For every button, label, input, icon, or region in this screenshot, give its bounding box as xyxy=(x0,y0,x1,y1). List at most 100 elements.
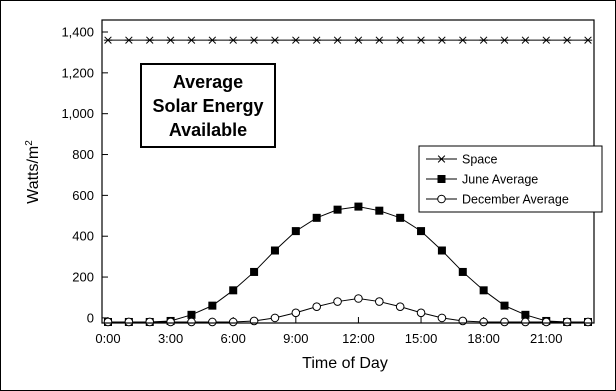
y-tick-label: 200 xyxy=(72,270,94,285)
y-axis-title: Watts/m2 xyxy=(24,140,42,204)
series-june-average xyxy=(104,202,592,326)
star-marker xyxy=(395,36,405,44)
title-line-3: Available xyxy=(169,120,247,140)
x-tick-label: 6:00 xyxy=(221,331,246,346)
star-marker xyxy=(249,36,259,44)
star-marker xyxy=(479,36,488,44)
square-marker xyxy=(187,310,196,319)
title-line-2: Solar Energy xyxy=(152,96,263,116)
star-marker xyxy=(333,36,342,44)
legend-entry: December Average xyxy=(426,193,569,207)
chart-title: Average Solar Energy Available xyxy=(140,63,276,148)
star-marker xyxy=(437,36,447,44)
star-marker xyxy=(416,36,426,44)
star-marker xyxy=(562,36,572,44)
legend-entry: Space xyxy=(426,153,497,167)
y-tick-label: 400 xyxy=(72,229,94,244)
legend-label: December Average xyxy=(462,193,569,207)
circle-marker xyxy=(416,308,426,318)
circle-marker xyxy=(208,317,217,327)
square-marker xyxy=(437,175,446,183)
circle-marker xyxy=(333,297,342,306)
circle-marker xyxy=(500,317,509,327)
square-marker xyxy=(417,227,426,236)
circle-marker xyxy=(375,297,384,306)
square-marker xyxy=(250,267,259,276)
star-marker xyxy=(354,36,363,44)
circle-marker xyxy=(228,317,238,327)
circle-marker xyxy=(187,317,196,327)
y-axis-title-text: Watts/m xyxy=(25,146,42,204)
x-tick-label: 12:00 xyxy=(342,331,375,346)
y-tick-label: 600 xyxy=(72,188,94,203)
x-tick-label: 18:00 xyxy=(467,331,500,346)
square-marker xyxy=(333,205,342,214)
y-tick-label: 800 xyxy=(72,147,94,162)
x-axis-ticks: 0:00 3:00 6:00 9:00 12:00 15:00 18:00 21:00 xyxy=(95,317,563,346)
circle-marker xyxy=(583,317,593,327)
x-tick-label: 15:00 xyxy=(405,331,438,346)
star-marker xyxy=(542,36,551,44)
series-december-average xyxy=(103,294,593,327)
y-tick-label: 1,200 xyxy=(61,65,94,80)
square-marker xyxy=(437,246,446,255)
circle-marker xyxy=(124,317,134,327)
circle-marker xyxy=(312,302,321,311)
circle-marker xyxy=(521,317,530,327)
star-marker xyxy=(229,36,238,44)
circle-marker xyxy=(541,317,551,327)
square-marker xyxy=(208,301,217,310)
square-marker xyxy=(396,213,405,222)
square-marker xyxy=(500,301,509,310)
star-marker xyxy=(270,36,280,44)
circle-marker xyxy=(562,317,572,327)
y-tick-label: 1,400 xyxy=(61,25,94,40)
star-marker xyxy=(583,36,593,44)
star-marker xyxy=(500,36,509,44)
square-marker xyxy=(229,286,238,295)
square-marker xyxy=(375,206,384,215)
y-axis-ticks: 0 200 400 600 800 1,000 1,200 1,400 xyxy=(61,25,108,325)
square-marker xyxy=(479,286,488,295)
circle-marker xyxy=(395,302,405,311)
star-marker xyxy=(521,36,530,44)
star-marker xyxy=(291,36,301,44)
x-tick-label: 21:00 xyxy=(530,331,563,346)
x-tick-label: 9:00 xyxy=(283,331,308,346)
legend: Space June Average December Average xyxy=(418,145,603,213)
series-line xyxy=(108,206,588,323)
legend-label: June Average xyxy=(462,173,538,187)
series-space xyxy=(103,36,593,44)
star-marker xyxy=(312,36,321,44)
legend-entry: June Average xyxy=(426,173,538,187)
circle-marker xyxy=(479,317,488,327)
star-marker xyxy=(375,36,384,44)
star-marker xyxy=(124,36,134,44)
circle-marker xyxy=(437,313,447,323)
square-marker xyxy=(354,202,363,211)
square-marker xyxy=(291,227,300,236)
y-tick-label: 1,000 xyxy=(61,106,94,121)
circle-marker xyxy=(291,308,301,318)
circle-marker xyxy=(103,317,113,327)
series-layer xyxy=(103,36,593,327)
y-axis-title-superscript: 2 xyxy=(24,140,35,146)
circle-marker xyxy=(437,194,446,204)
legend-entries: Space June Average December Average xyxy=(426,153,569,207)
star-marker xyxy=(458,36,467,44)
star-marker xyxy=(208,36,217,44)
square-marker xyxy=(458,267,467,276)
square-marker xyxy=(312,213,321,222)
square-marker xyxy=(521,310,530,319)
x-axis-title: Time of Day xyxy=(302,355,388,372)
circle-marker xyxy=(145,317,155,327)
circle-marker xyxy=(166,317,175,327)
star-marker xyxy=(437,155,446,163)
circle-marker xyxy=(249,316,259,326)
title-box xyxy=(140,63,276,148)
star-marker xyxy=(103,36,113,44)
circle-marker xyxy=(270,313,280,323)
x-tick-label: 3:00 xyxy=(158,331,183,346)
circle-marker xyxy=(458,316,468,326)
